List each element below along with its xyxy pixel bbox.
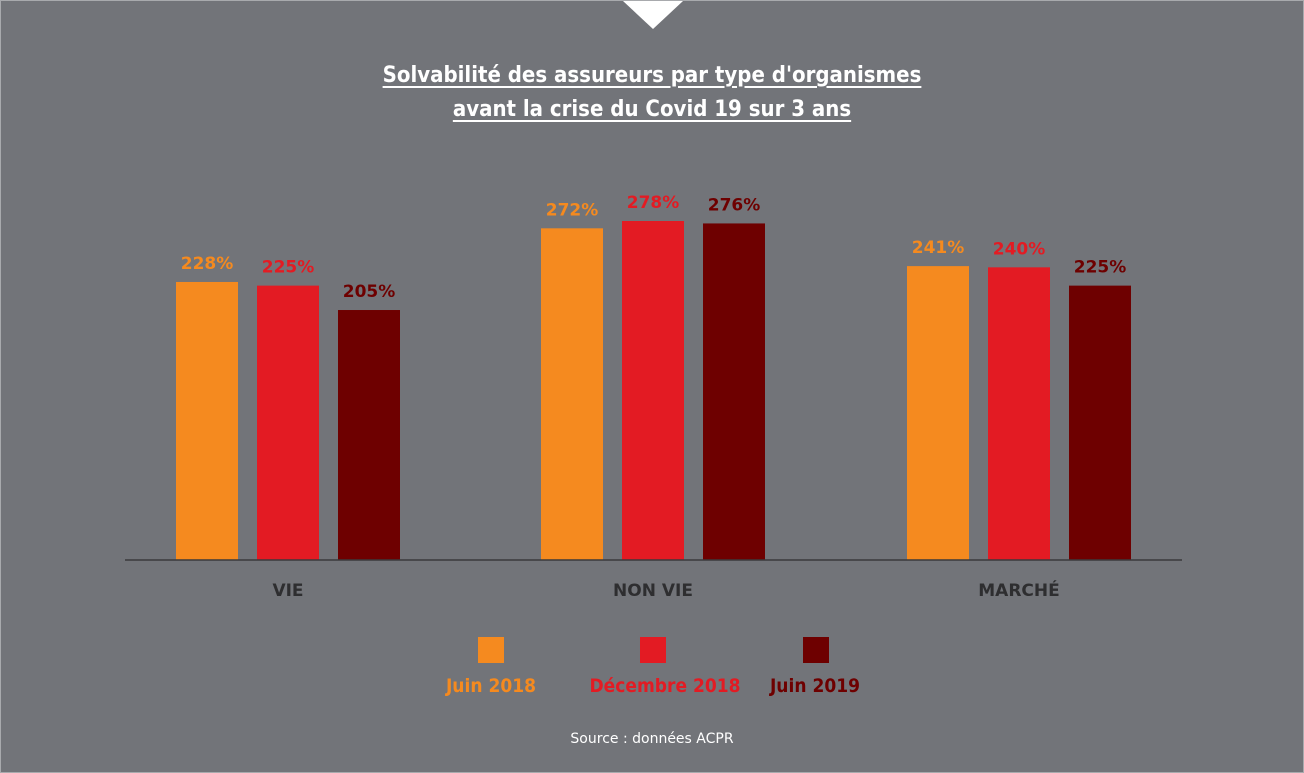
value-label-non-vie-juin-2018: 272% bbox=[546, 200, 599, 220]
legend-label-decembre-2018: Décembre 2018 bbox=[589, 675, 741, 697]
legend-label-juin-2018: Juin 2018 bbox=[445, 675, 537, 697]
legend-swatch-decembre-2018 bbox=[640, 637, 666, 663]
bar-chart: 228% 225% 205% 272% 278% 276% 241% 240% 225% VIE… bbox=[125, 193, 1182, 601]
category-label-non-vie: NON VIE bbox=[613, 581, 693, 601]
value-label-marche-decembre-2018: 240% bbox=[993, 239, 1046, 259]
bar-non-vie-decembre-2018 bbox=[622, 221, 684, 560]
value-label-vie-juin-2019: 205% bbox=[343, 282, 396, 302]
category-label-vie: VIE bbox=[272, 581, 303, 601]
legend-label-juin-2019: Juin 2019 bbox=[769, 675, 861, 697]
chart-title-line-1: Solvabilité des assureurs par type d'org… bbox=[382, 63, 922, 88]
bar-non-vie-juin-2018 bbox=[541, 228, 603, 561]
bar-non-vie-juin-2019 bbox=[703, 223, 765, 560]
chart-title-line-2: avant la crise du Covid 19 sur 3 ans bbox=[452, 97, 852, 122]
value-label-marche-juin-2018: 241% bbox=[912, 238, 965, 258]
legend-swatch-juin-2018 bbox=[478, 637, 504, 663]
legend-swatch-juin-2019 bbox=[803, 637, 829, 663]
bar-vie-juin-2018 bbox=[176, 281, 238, 560]
value-label-vie-juin-2018: 228% bbox=[181, 254, 234, 274]
bars-layer bbox=[176, 221, 1131, 561]
bar-vie-decembre-2018 bbox=[257, 285, 319, 560]
chart-title: Solvabilité des assureurs par type d'org… bbox=[1, 59, 1303, 127]
value-label-non-vie-juin-2019: 276% bbox=[708, 195, 761, 215]
category-label-marche: MARCHÉ bbox=[978, 579, 1059, 601]
bar-marche-juin-2019 bbox=[1069, 285, 1131, 560]
bar-vie-juin-2019 bbox=[338, 310, 400, 560]
value-label-non-vie-decembre-2018: 278% bbox=[627, 193, 680, 213]
bar-marche-juin-2018 bbox=[907, 266, 969, 560]
value-label-vie-decembre-2018: 225% bbox=[262, 258, 315, 278]
bar-marche-decembre-2018 bbox=[988, 267, 1050, 560]
top-notch-decoration bbox=[623, 1, 683, 29]
value-label-marche-juin-2019: 225% bbox=[1074, 258, 1127, 278]
source-note: Source : données ACPR bbox=[570, 731, 734, 747]
category-labels-layer: VIE NON VIE MARCHÉ bbox=[272, 579, 1059, 601]
value-labels-layer: 228% 225% 205% 272% 278% 276% 241% 240% 225% bbox=[181, 193, 1127, 302]
